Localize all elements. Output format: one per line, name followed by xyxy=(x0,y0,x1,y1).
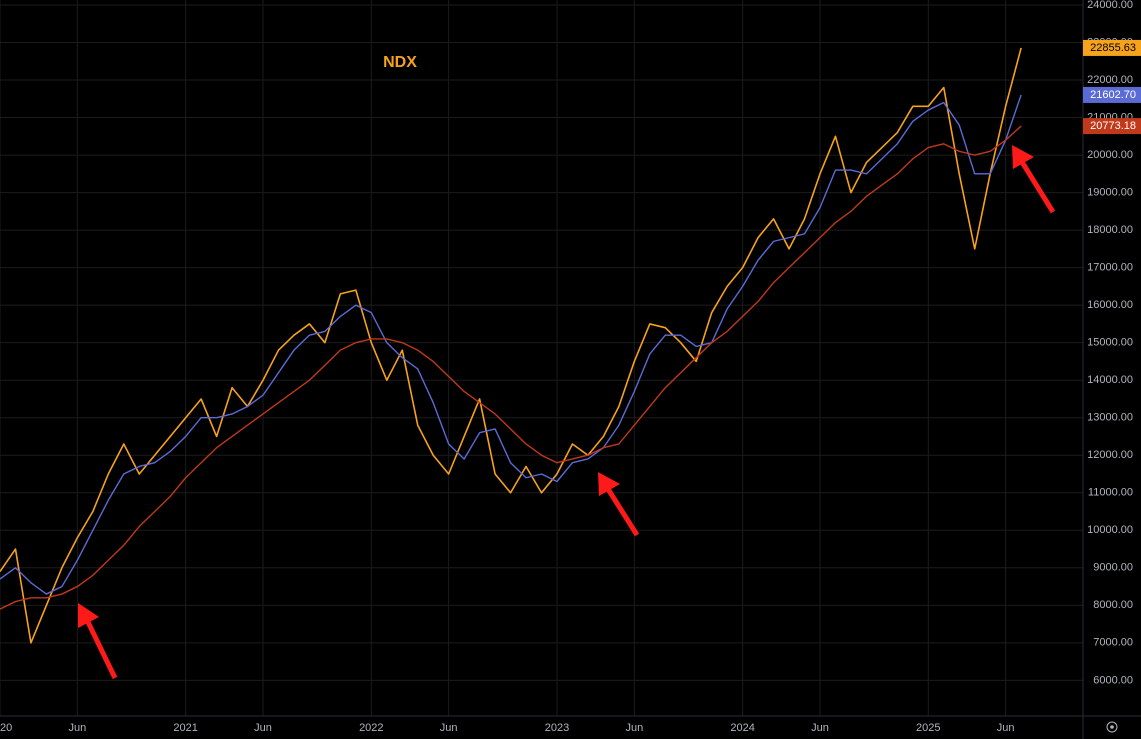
annotation-arrows xyxy=(78,145,1056,680)
y-tick-label: 8000.00 xyxy=(1093,599,1133,611)
price-tag-label: 22855.63 xyxy=(1090,42,1136,54)
x-tick-label: Jun xyxy=(68,722,86,734)
y-tick-label: 9000.00 xyxy=(1093,562,1133,574)
y-tick-label: 18000.00 xyxy=(1087,224,1133,236)
grid xyxy=(0,0,1083,716)
x-tick-label: 2024 xyxy=(730,722,754,734)
x-tick-label: 2021 xyxy=(173,722,197,734)
x-tick-label: Jun xyxy=(811,722,829,734)
y-tick-label: 24000.00 xyxy=(1087,0,1133,11)
plot-area xyxy=(0,47,1022,644)
price-tag xyxy=(1083,86,1141,103)
y-tick-label: 11000.00 xyxy=(1088,487,1133,499)
y-tick-label: 6000.00 xyxy=(1093,674,1133,686)
y-tick-label: 12000.00 xyxy=(1087,449,1133,461)
series-line xyxy=(0,94,1022,595)
settings-icon[interactable] xyxy=(1106,721,1118,733)
arrow xyxy=(85,620,118,680)
arrow-head xyxy=(1012,145,1034,169)
y-tick-label: 20000.00 xyxy=(1087,149,1133,161)
y-tick-label: 16000.00 xyxy=(1087,299,1133,311)
x-tick-label: 2023 xyxy=(545,722,569,734)
x-tick-label: Jun xyxy=(625,722,643,734)
x-tick-label: 2022 xyxy=(359,722,383,734)
y-tick-label: 15000.00 xyxy=(1087,337,1133,349)
y-tick-label: 10000.00 xyxy=(1087,524,1133,536)
price-tag xyxy=(1083,39,1141,56)
series-line xyxy=(0,47,1022,644)
arrow xyxy=(1019,160,1056,214)
x-tick-label: 2020 xyxy=(0,722,12,734)
chart-title: NDX xyxy=(383,54,417,71)
y-tick-label: 7000.00 xyxy=(1093,637,1133,649)
series-line xyxy=(0,125,1022,610)
price-tag-label: 21602.70 xyxy=(1090,89,1136,101)
arrow xyxy=(605,487,640,537)
y-tick-label: 13000.00 xyxy=(1087,412,1133,424)
x-tick-label: Jun xyxy=(440,722,458,734)
x-tick-label: Jun xyxy=(254,722,272,734)
settings-icon-dot xyxy=(1110,725,1114,729)
y-tick-label: 22000.00 xyxy=(1087,74,1133,86)
y-tick-label: 14000.00 xyxy=(1087,374,1133,386)
x-tick-label: Jun xyxy=(997,722,1015,734)
y-tick-label: 19000.00 xyxy=(1087,187,1133,199)
arrow-head xyxy=(78,603,99,628)
x-tick-label: 2025 xyxy=(916,722,940,734)
price-tag-label: 20773.18 xyxy=(1090,120,1136,132)
arrow-head xyxy=(598,472,620,496)
settings-button[interactable] xyxy=(1106,721,1118,733)
price-tag xyxy=(1083,118,1141,135)
y-tick-label: 17000.00 xyxy=(1087,262,1133,274)
